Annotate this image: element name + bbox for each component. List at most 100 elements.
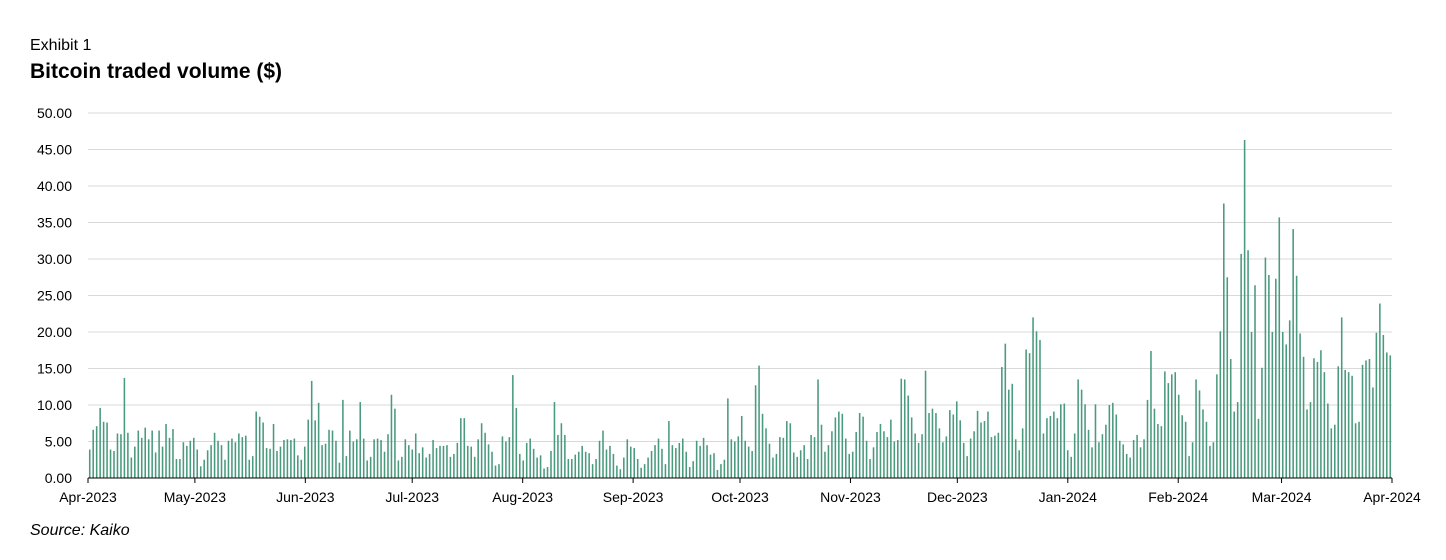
bar [1157, 423, 1159, 478]
bar [356, 439, 358, 478]
bar [394, 408, 396, 478]
bar [439, 445, 441, 478]
bar [962, 442, 965, 478]
bar [546, 467, 549, 478]
bar [134, 446, 136, 478]
bar [1094, 404, 1097, 478]
bar [1011, 383, 1014, 478]
bar [203, 459, 205, 478]
chart-title: Bitcoin traded volume ($) [30, 60, 283, 83]
bar [1209, 445, 1211, 478]
bar [1112, 402, 1114, 478]
bar [310, 380, 313, 478]
bar [460, 418, 462, 478]
bar [1375, 332, 1378, 478]
bar [1139, 447, 1142, 478]
bar [366, 460, 368, 478]
bar [1264, 257, 1267, 478]
bar [127, 432, 129, 478]
bar [1025, 349, 1027, 478]
bar [494, 465, 497, 478]
bar [1254, 285, 1256, 478]
bar [255, 411, 257, 478]
y-tick-label: 50.00 [37, 105, 72, 121]
bar [706, 445, 708, 478]
bar [1053, 411, 1055, 478]
bar [1233, 411, 1235, 478]
bar [498, 464, 500, 478]
bar [1330, 428, 1333, 478]
bar [1278, 217, 1281, 478]
bar [654, 445, 656, 478]
bar [709, 454, 712, 478]
bar [380, 440, 382, 478]
bar [529, 438, 531, 478]
bar [387, 434, 389, 478]
bar [453, 453, 455, 478]
bar [102, 421, 105, 478]
bar [1250, 332, 1253, 478]
bar [349, 430, 351, 478]
bar [848, 453, 851, 478]
bar [692, 461, 694, 478]
bar [106, 422, 108, 478]
x-tick-label: Sep-2023 [603, 489, 664, 505]
bar [935, 413, 937, 478]
bar [695, 440, 698, 478]
bar [782, 437, 785, 478]
bar [158, 430, 160, 478]
bar [1188, 456, 1190, 478]
bar [987, 411, 989, 478]
bar [473, 456, 476, 478]
bar [1292, 229, 1294, 478]
bar [276, 450, 278, 478]
bar [401, 456, 403, 478]
bar [820, 424, 823, 478]
bar [1337, 366, 1340, 478]
bar [258, 416, 261, 478]
bar [425, 457, 427, 478]
x-tick-label: Dec-2023 [927, 489, 988, 505]
bar [147, 439, 150, 478]
bar [1361, 364, 1364, 478]
bar [317, 402, 320, 478]
bar [1174, 372, 1177, 478]
bar [664, 464, 667, 478]
bar [730, 439, 733, 478]
bar [1344, 369, 1346, 478]
bar [1261, 367, 1263, 478]
bar [1316, 361, 1319, 478]
bar [484, 432, 486, 478]
bar [650, 450, 653, 478]
bar [893, 441, 896, 478]
bar [206, 450, 209, 478]
y-tick-label: 35.00 [37, 215, 72, 231]
exhibit-label: Exhibit 1 [30, 37, 92, 54]
bar [113, 450, 115, 478]
bar [1181, 415, 1183, 478]
bar [765, 428, 767, 478]
bar [1143, 439, 1145, 478]
bar [1171, 374, 1173, 478]
bar [290, 440, 292, 478]
bar [383, 451, 386, 478]
bar [598, 440, 601, 478]
bar [130, 457, 133, 478]
bar [1216, 374, 1218, 478]
bar [969, 438, 972, 478]
bar [154, 452, 157, 478]
bar [900, 378, 903, 478]
bar [220, 445, 223, 478]
bar [1184, 421, 1187, 478]
bar [789, 423, 792, 478]
bar [418, 453, 420, 478]
bar [855, 432, 857, 478]
bar [1150, 350, 1152, 478]
x-tick-label: Apr-2024 [1363, 489, 1421, 505]
bar [248, 459, 251, 478]
bar [1302, 356, 1305, 478]
bar [245, 435, 247, 478]
bar [720, 464, 722, 478]
bar [851, 451, 854, 478]
bar [536, 457, 538, 478]
